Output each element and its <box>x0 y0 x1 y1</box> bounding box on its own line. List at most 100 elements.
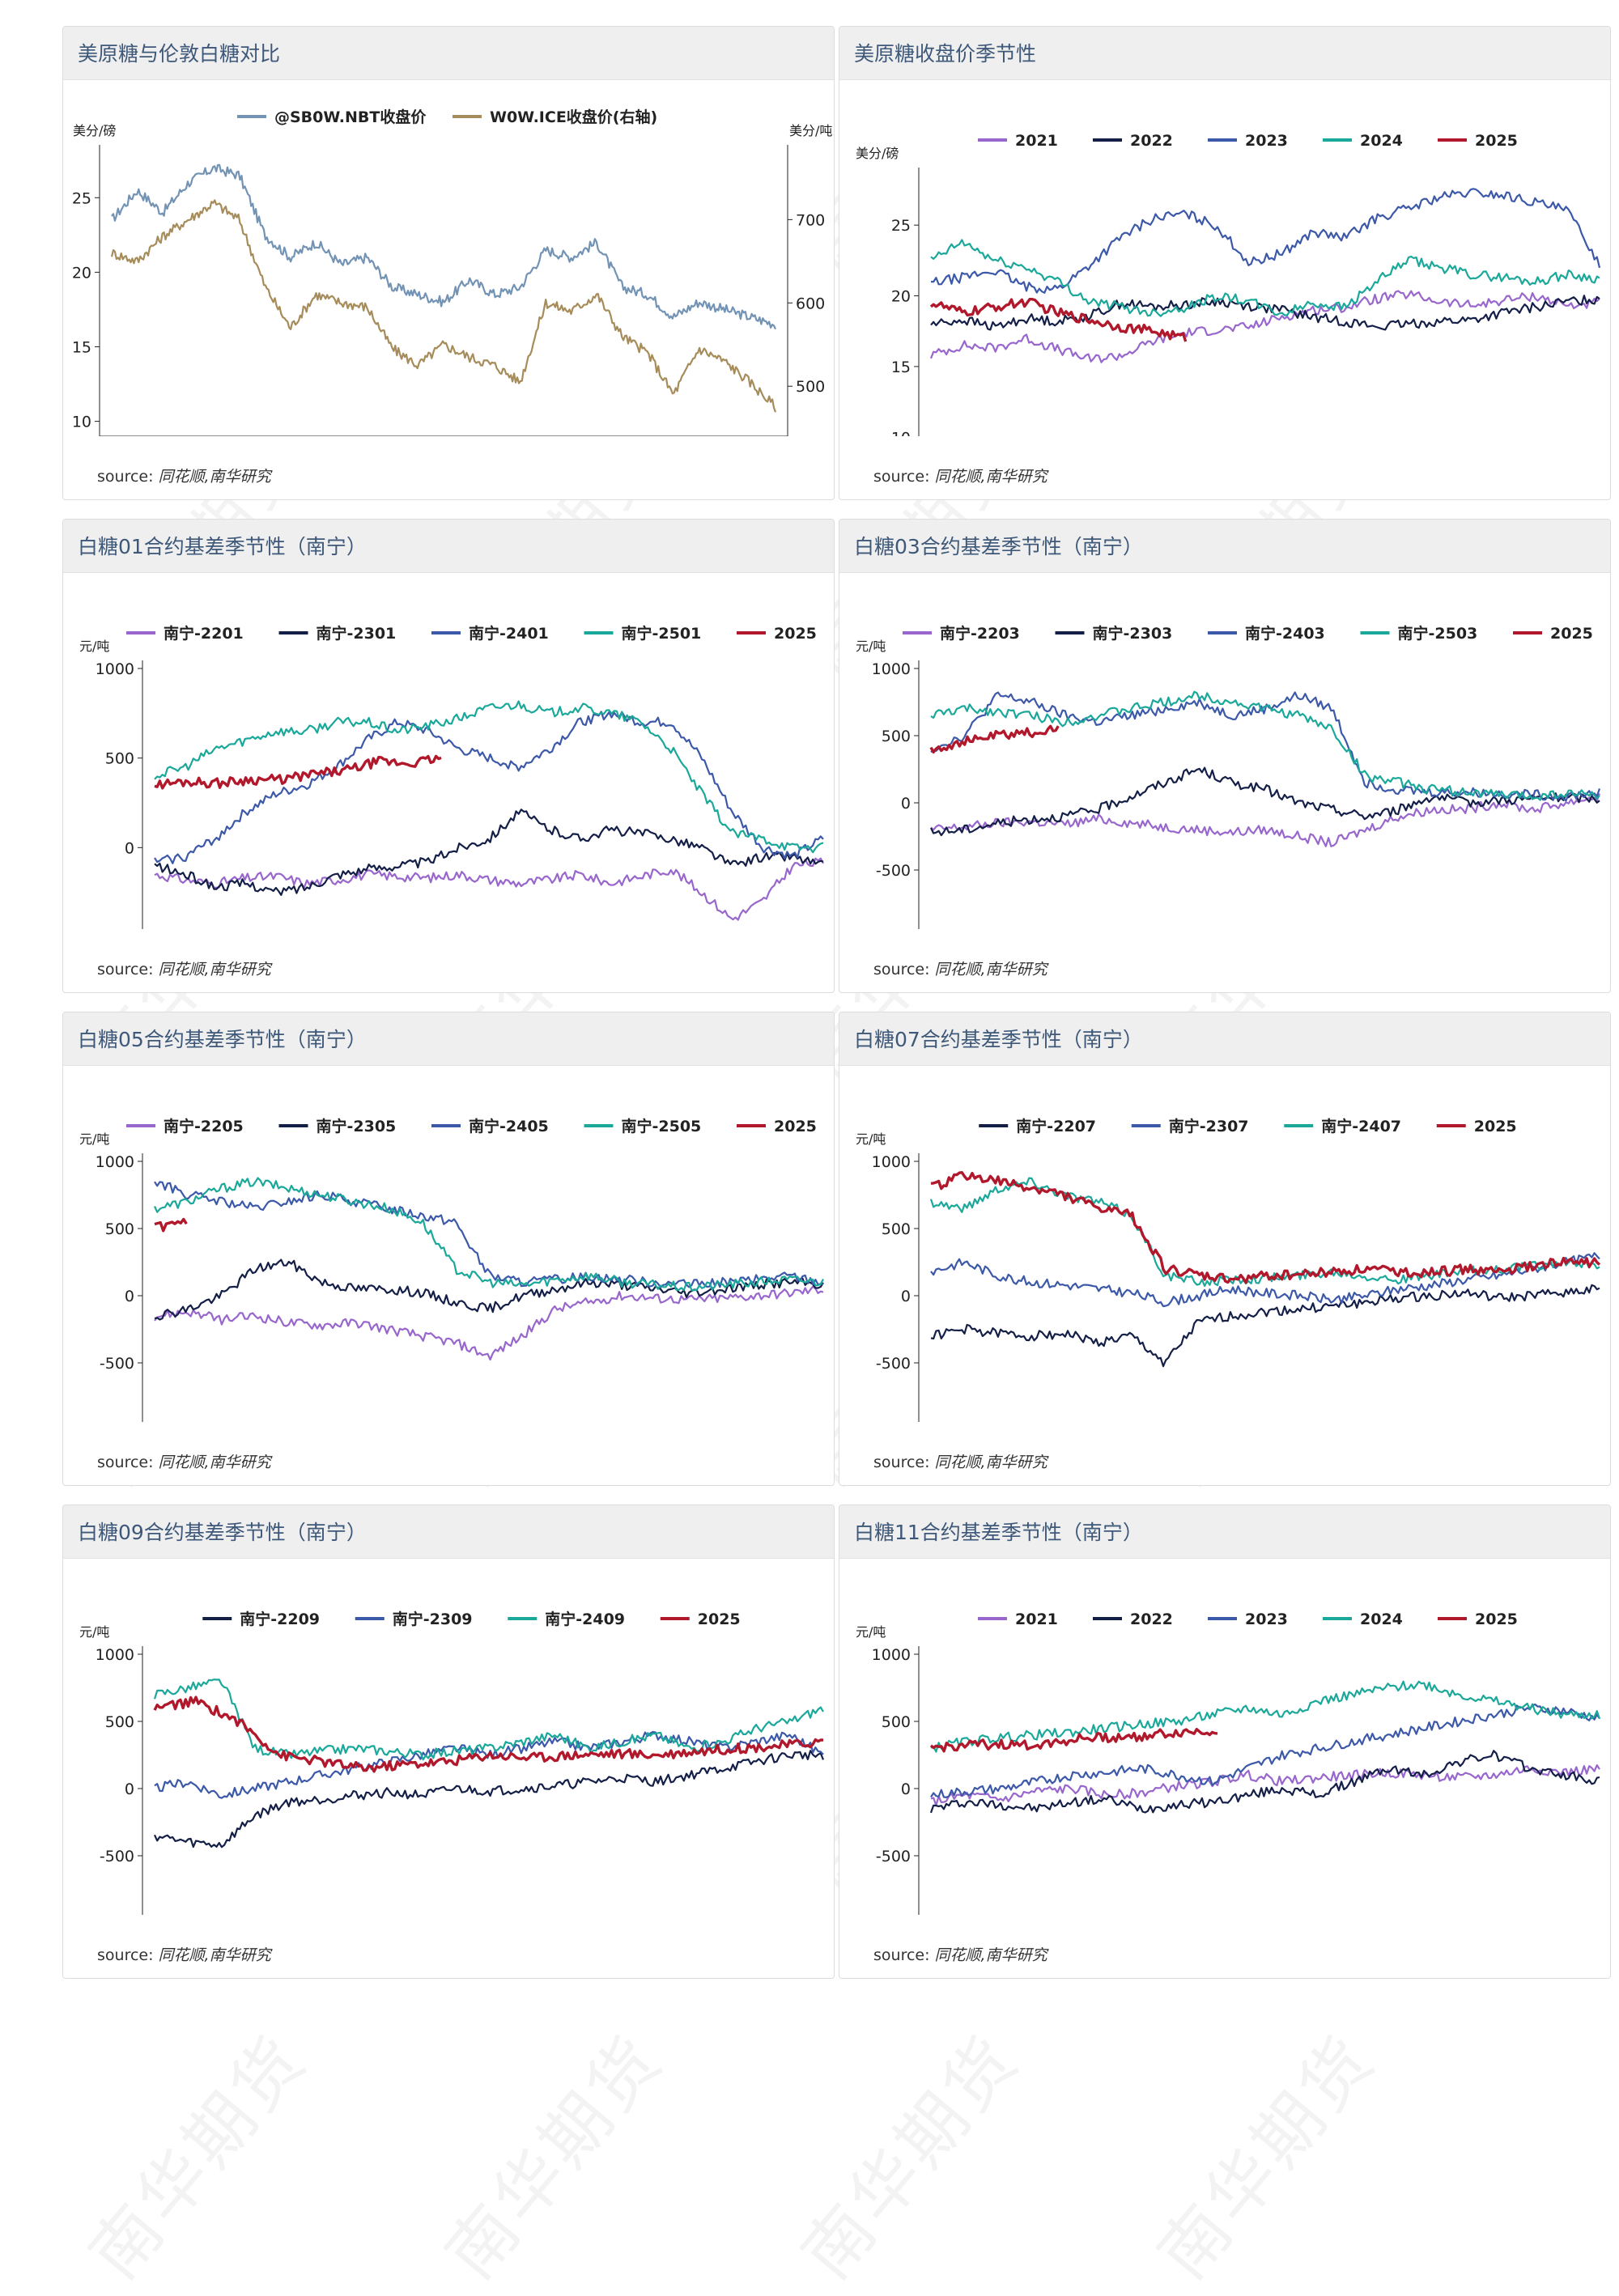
y-tick-label: 500 <box>882 1220 911 1238</box>
y-tick-label: 0 <box>125 839 134 857</box>
legend-label: 南宁-2205 <box>164 1117 244 1135</box>
panel-title: 白糖01合约基差季节性（南宁） <box>63 520 834 573</box>
y-tick-label: 500 <box>105 750 134 768</box>
source-note: source: 同花顺,南华研究 <box>97 961 271 978</box>
series-line-2025 <box>929 724 1060 754</box>
series-line-2025 <box>929 298 1188 342</box>
series-line-南宁-2205 <box>154 1285 824 1361</box>
legend-label: 2025 <box>698 1611 741 1628</box>
legend-label: 南宁-2203 <box>940 624 1020 643</box>
legend-label: 南宁-2505 <box>622 1117 702 1135</box>
y-tick-label: 25 <box>72 189 91 207</box>
panel-title: 白糖09合约基差季节性（南宁） <box>63 1505 834 1559</box>
chart-svg: 10005000-500-1000元/吨07/0109/0111/0101/01… <box>856 624 1601 929</box>
y-tick-label: -500 <box>100 1355 134 1373</box>
legend-label: 南宁-2305 <box>317 1117 397 1135</box>
series-line-2023 <box>930 1703 1600 1798</box>
y-axis-label: 元/吨 <box>79 1624 109 1640</box>
y-tick-label: 20 <box>891 288 911 306</box>
series-line-2025 <box>154 1217 188 1233</box>
panel-title: 美原糖与伦敦白糖对比 <box>63 27 834 80</box>
y-tick-label: 1000 <box>872 1646 911 1664</box>
panel-title: 白糖07合约基差季节性（南宁） <box>839 1012 1610 1066</box>
y-tick-label: 500 <box>105 1713 134 1731</box>
y-tick-label: -500 <box>100 1848 134 1865</box>
legend-label: 2023 <box>1245 132 1288 150</box>
y-tick-label: 500 <box>882 728 911 745</box>
legend-label: 2025 <box>1474 1118 1517 1135</box>
legend-label: 南宁-2309 <box>393 1610 473 1628</box>
y-axis-label: 元/吨 <box>79 1131 109 1147</box>
legend-label: 2025 <box>1475 132 1518 150</box>
chart-panel-basis-03: 白糖03合约基差季节性（南宁） 10005000-500-1000元/吨07/0… <box>839 519 1611 993</box>
legend-label: 南宁-2303 <box>1093 624 1173 643</box>
panel-title: 白糖05合约基差季节性（南宁） <box>63 1012 834 1066</box>
legend-label: 2023 <box>1245 1611 1288 1628</box>
watermark: 南华期货 <box>430 2019 679 2294</box>
y-tick-label: 0 <box>901 1780 911 1798</box>
series-line-南宁-2405 <box>154 1181 824 1288</box>
y-tick-label: -500 <box>876 862 911 880</box>
y-axis-label: 元/吨 <box>856 639 886 654</box>
legend-label: 南宁-2403 <box>1245 624 1325 643</box>
source-note: source: 同花顺,南华研究 <box>97 1946 271 1964</box>
y-axis-label: 元/吨 <box>856 1624 886 1640</box>
legend-label: 2024 <box>1360 1611 1403 1628</box>
y-tick-label: 1000 <box>872 660 911 678</box>
y-tick-label: 1000 <box>872 1153 911 1171</box>
legend-label: 2021 <box>1015 1611 1058 1628</box>
chart-panel-basis-01: 白糖01合约基差季节性（南宁） 10005000-500元/吨03/0105/0… <box>62 519 835 993</box>
panel-title: 美原糖收盘价季节性 <box>839 27 1610 80</box>
chart-panel-basis-11: 白糖11合约基差季节性（南宁） 10005000-500-1000元/吨03/0… <box>839 1504 1611 1979</box>
series-line-南宁-2409 <box>153 1678 824 1761</box>
legend-label: 南宁-2407 <box>1321 1117 1401 1135</box>
legend-label: 2022 <box>1130 132 1173 150</box>
series-line-2025 <box>154 754 442 790</box>
y-tick-label: 1000 <box>96 1646 134 1664</box>
series-line-南宁-2403 <box>930 691 1601 802</box>
y-tick-label: 0 <box>901 1288 911 1305</box>
y-tick-label: -500 <box>876 1848 911 1865</box>
series-line-2025 <box>929 1727 1218 1753</box>
series-line-@SB0W.NBT收盘价 <box>111 163 776 330</box>
series-line-南宁-2201 <box>154 857 824 921</box>
chart-panel-us-raw-vs-london-white: 美原糖与伦敦白糖对比 25201510美分/磅700600500美分/吨23/0… <box>62 26 835 500</box>
watermark: 南华期货 <box>1142 2019 1392 2294</box>
y-axis-label: 美分/磅 <box>73 123 116 138</box>
source-note: source: 同花顺,南华研究 <box>873 468 1047 486</box>
chart-svg: 25201510美分/磅03/0105/0107/0109/0111/01202… <box>856 132 1601 436</box>
series-line-南宁-2301 <box>154 808 824 896</box>
series-line-2022 <box>930 295 1600 331</box>
y-tick-label: 0 <box>125 1780 134 1798</box>
panel-title: 白糖11合约基差季节性（南宁） <box>839 1505 1610 1559</box>
legend-label: 2025 <box>1550 625 1593 643</box>
source-note: source: 同花顺,南华研究 <box>873 1946 1047 1964</box>
chart-panel-us-raw-seasonal: 美原糖收盘价季节性 25201510美分/磅03/0105/0107/0109/… <box>839 26 1611 500</box>
legend-label: 南宁-2201 <box>164 624 244 643</box>
series-line-2024 <box>930 239 1600 317</box>
series-line-南宁-2303 <box>930 766 1600 837</box>
chart-svg: 10005000-500-1000元/吨07/0109/0111/0101/01… <box>79 1117 824 1422</box>
legend-label: 南宁-2207 <box>1016 1117 1096 1135</box>
y-tick-label: 20 <box>72 264 91 282</box>
series-line-2023 <box>931 188 1601 294</box>
legend-label: 南宁-2209 <box>240 1610 320 1628</box>
legend-label: 南宁-2307 <box>1169 1117 1249 1135</box>
y-tick-label: 0 <box>125 1288 134 1305</box>
series-line-2021 <box>929 290 1600 363</box>
y2-tick-label: 600 <box>796 295 825 312</box>
series-line-2021 <box>930 1764 1600 1806</box>
series-line-南宁-2207 <box>930 1284 1600 1368</box>
y-axis-label: 元/吨 <box>856 1131 886 1147</box>
source-note: source: 同花顺,南华研究 <box>97 468 271 486</box>
y-tick-label: 15 <box>891 359 911 376</box>
chart-panel-basis-05: 白糖05合约基差季节性（南宁） 10005000-500-1000元/吨07/0… <box>62 1012 835 1486</box>
y-tick-label: 25 <box>891 217 911 235</box>
legend-label: 2025 <box>774 625 817 643</box>
watermark: 南华期货 <box>74 2019 323 2294</box>
y-tick-label: 10 <box>72 414 91 431</box>
y2-tick-label: 500 <box>796 378 825 396</box>
series-line-2025 <box>930 1170 1601 1284</box>
legend-label: 南宁-2409 <box>545 1610 625 1628</box>
source-note: source: 同花顺,南华研究 <box>873 1454 1047 1471</box>
